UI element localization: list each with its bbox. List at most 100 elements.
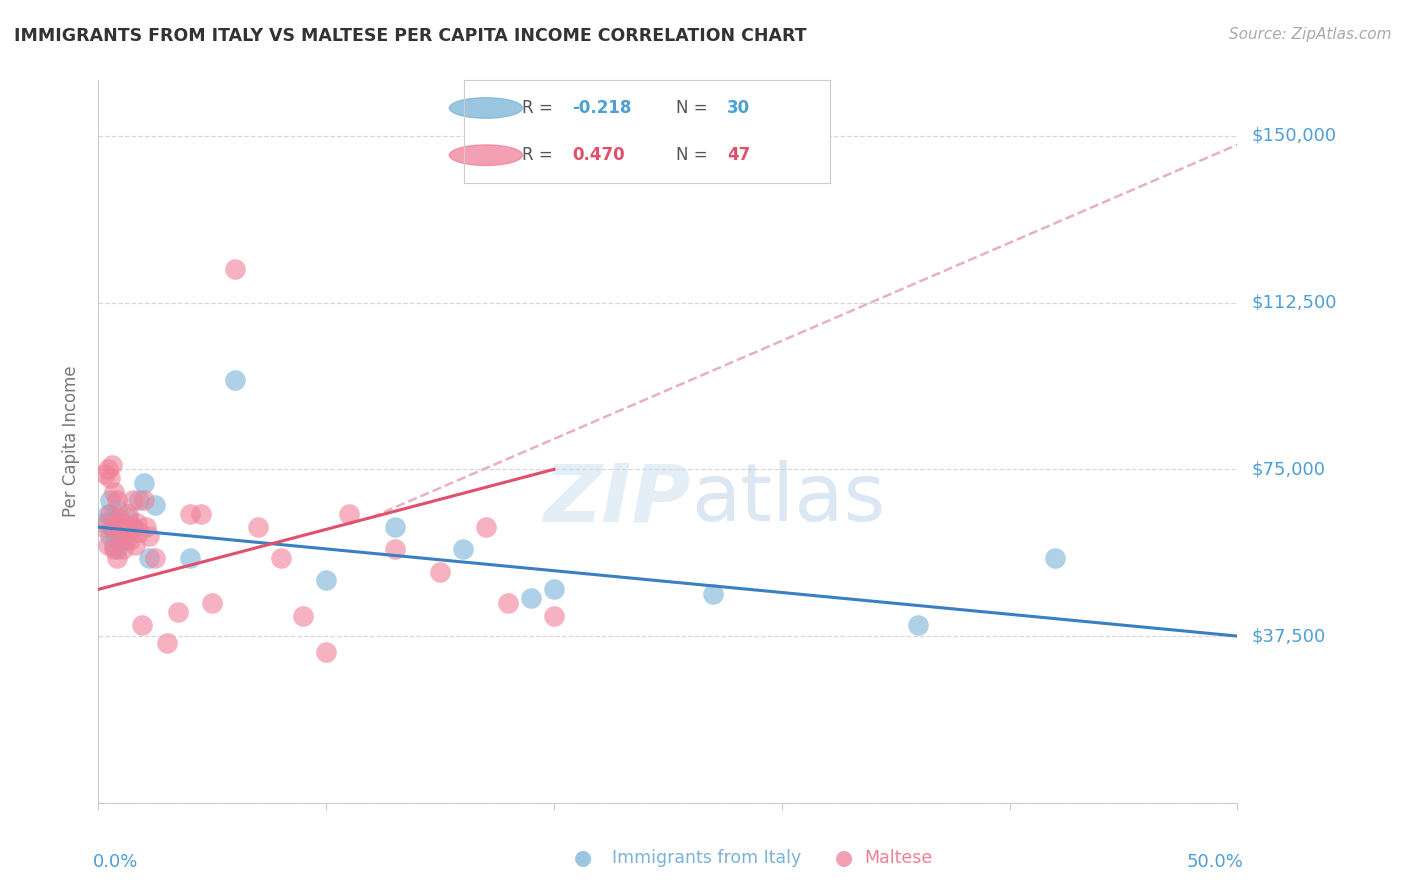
Point — [127, 516, 149, 530]
Text: 0.0%: 0.0% — [93, 854, 138, 871]
Point — [114, 533, 136, 548]
Point — [702, 587, 724, 601]
Point — [101, 520, 124, 534]
Text: $150,000: $150,000 — [1251, 127, 1336, 145]
Point — [103, 484, 125, 499]
Point — [246, 520, 269, 534]
Point — [124, 538, 146, 552]
Text: Immigrants from Italy: Immigrants from Italy — [612, 849, 801, 867]
Point — [224, 262, 246, 277]
Point — [224, 373, 246, 387]
Point — [101, 458, 124, 472]
Text: -0.218: -0.218 — [572, 99, 631, 117]
Text: R =: R = — [523, 146, 553, 164]
Point — [179, 551, 201, 566]
Point — [451, 542, 474, 557]
Point — [105, 493, 128, 508]
Point — [121, 520, 143, 534]
Point — [292, 609, 315, 624]
Point — [145, 551, 167, 566]
Y-axis label: Per Capita Income: Per Capita Income — [62, 366, 80, 517]
Point — [91, 520, 114, 534]
Point — [156, 636, 179, 650]
Point — [498, 596, 520, 610]
Text: R =: R = — [523, 99, 553, 117]
Point — [105, 502, 128, 516]
Point — [110, 516, 132, 530]
Point — [201, 596, 224, 610]
Point — [315, 574, 337, 588]
Point — [384, 542, 406, 557]
Text: ZIP: ZIP — [543, 460, 690, 539]
Point — [315, 645, 337, 659]
Point — [135, 520, 157, 534]
Point — [98, 507, 121, 521]
Point — [105, 551, 128, 566]
Circle shape — [450, 145, 523, 165]
Text: N =: N = — [676, 99, 707, 117]
Point — [110, 529, 132, 543]
Point — [429, 565, 451, 579]
Point — [543, 609, 565, 624]
Point — [94, 467, 117, 481]
Text: $75,000: $75,000 — [1251, 460, 1326, 478]
Point — [132, 493, 155, 508]
Text: ●: ● — [575, 848, 592, 868]
Point — [121, 520, 143, 534]
Point — [103, 524, 125, 539]
Point — [103, 542, 125, 557]
Text: Maltese: Maltese — [865, 849, 934, 867]
Point — [270, 551, 292, 566]
Point — [520, 591, 543, 606]
Text: 0.470: 0.470 — [572, 146, 624, 164]
Point — [167, 605, 190, 619]
Point — [98, 529, 121, 543]
Point — [103, 538, 125, 552]
Point — [94, 516, 117, 530]
Point — [138, 551, 160, 566]
Point — [112, 542, 135, 557]
Point — [101, 511, 124, 525]
Point — [98, 471, 121, 485]
Text: IMMIGRANTS FROM ITALY VS MALTESE PER CAPITA INCOME CORRELATION CHART: IMMIGRANTS FROM ITALY VS MALTESE PER CAP… — [14, 27, 807, 45]
Text: N =: N = — [676, 146, 707, 164]
Point — [105, 542, 128, 557]
Text: atlas: atlas — [690, 460, 884, 539]
Point — [190, 507, 212, 521]
Text: $112,500: $112,500 — [1251, 293, 1337, 311]
Text: ●: ● — [835, 848, 852, 868]
Point — [117, 520, 139, 534]
Point — [108, 511, 131, 525]
Point — [120, 533, 142, 548]
Circle shape — [450, 98, 523, 119]
Point — [110, 524, 132, 539]
Text: 50.0%: 50.0% — [1187, 854, 1243, 871]
Point — [132, 475, 155, 490]
Point — [121, 493, 143, 508]
Point — [474, 520, 496, 534]
Point — [138, 529, 160, 543]
Point — [98, 493, 121, 508]
Text: $37,500: $37,500 — [1251, 627, 1326, 645]
Point — [179, 507, 201, 521]
Point — [337, 507, 360, 521]
Point — [96, 462, 118, 476]
Point — [128, 493, 150, 508]
Point — [384, 520, 406, 534]
Point — [96, 538, 118, 552]
Point — [1043, 551, 1066, 566]
Text: Source: ZipAtlas.com: Source: ZipAtlas.com — [1229, 27, 1392, 42]
Point — [117, 511, 139, 525]
Text: 30: 30 — [727, 99, 751, 117]
Point — [543, 582, 565, 597]
Point — [117, 507, 139, 521]
Text: 47: 47 — [727, 146, 751, 164]
Point — [96, 507, 118, 521]
Point — [101, 520, 124, 534]
Point — [108, 520, 131, 534]
Point — [108, 520, 131, 534]
Point — [112, 516, 135, 530]
Point — [907, 618, 929, 632]
Point — [114, 529, 136, 543]
Point — [128, 524, 150, 539]
